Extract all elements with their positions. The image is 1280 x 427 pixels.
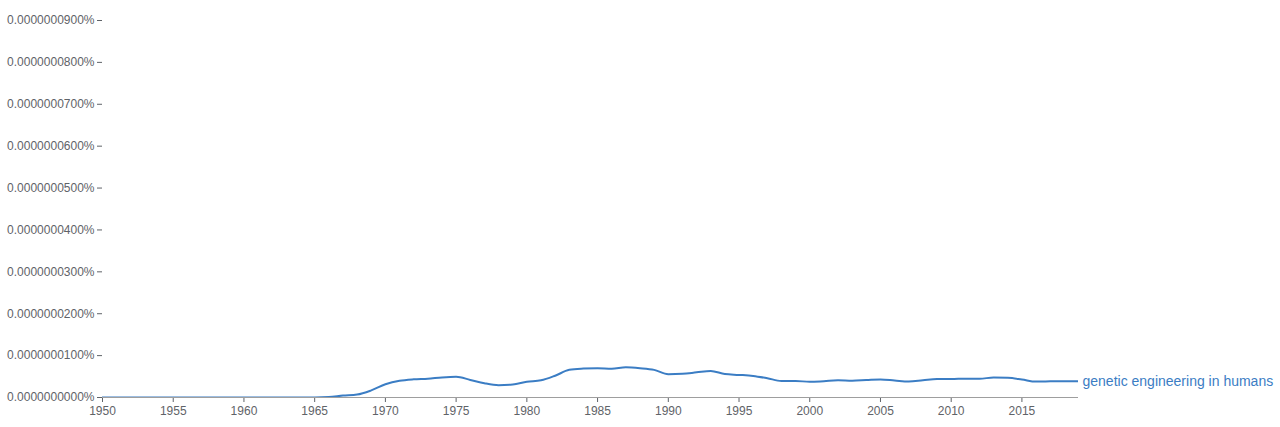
svg-text:2005: 2005	[867, 404, 894, 418]
svg-text:1985: 1985	[584, 404, 611, 418]
svg-text:1950: 1950	[89, 404, 116, 418]
svg-text:2010: 2010	[938, 404, 965, 418]
svg-text:1980: 1980	[513, 404, 540, 418]
svg-text:1970: 1970	[372, 404, 399, 418]
svg-text:1965: 1965	[301, 404, 328, 418]
svg-text:2015: 2015	[1009, 404, 1036, 418]
svg-text:0.0000000100%: 0.0000000100%	[7, 348, 95, 362]
svg-text:0.0000000900%: 0.0000000900%	[7, 13, 95, 27]
svg-text:1995: 1995	[726, 404, 753, 418]
svg-text:genetic engineering in humans: genetic engineering in humans	[1083, 373, 1274, 389]
svg-text:1975: 1975	[443, 404, 470, 418]
svg-text:2000: 2000	[796, 404, 823, 418]
svg-text:0.0000000600%: 0.0000000600%	[7, 139, 95, 153]
svg-text:0.0000000700%: 0.0000000700%	[7, 97, 95, 111]
svg-text:0.0000000800%: 0.0000000800%	[7, 55, 95, 69]
svg-text:1960: 1960	[231, 404, 258, 418]
svg-text:0.0000000300%: 0.0000000300%	[7, 265, 95, 279]
svg-text:1990: 1990	[655, 404, 682, 418]
svg-text:0.0000000200%: 0.0000000200%	[7, 307, 95, 321]
svg-text:0.0000000400%: 0.0000000400%	[7, 223, 95, 237]
svg-text:0.0000000000%: 0.0000000000%	[7, 390, 95, 404]
svg-text:0.0000000500%: 0.0000000500%	[7, 181, 95, 195]
svg-text:1955: 1955	[160, 404, 187, 418]
